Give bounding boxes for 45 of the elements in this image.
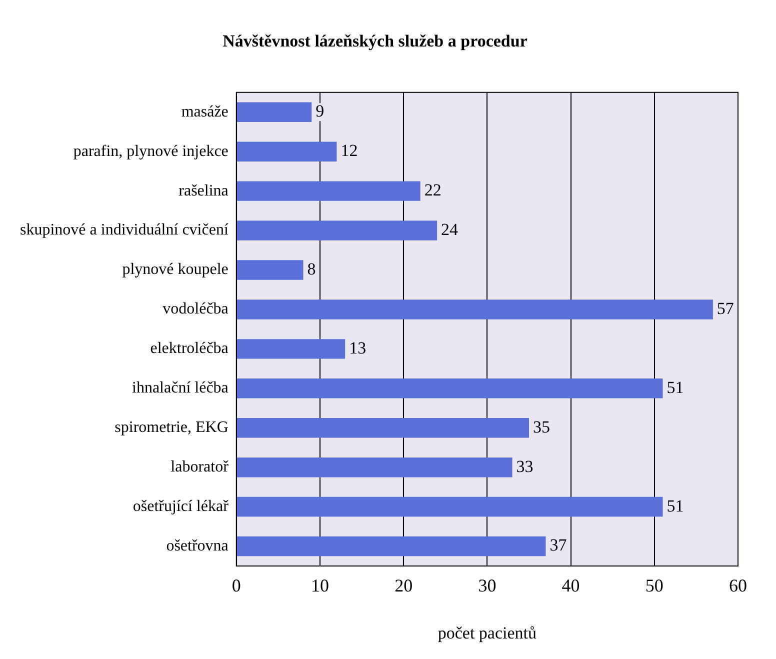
- bar: [236, 339, 346, 359]
- y-tick-label: masáže: [181, 103, 228, 120]
- data-label: 13: [349, 338, 366, 358]
- y-tick-label: ihnalační léčba: [132, 380, 228, 397]
- data-label: 51: [666, 378, 684, 397]
- x-tick-label: 0: [232, 576, 241, 596]
- bar: [236, 300, 713, 320]
- x-axis-title: počet pacientů: [438, 623, 538, 642]
- bar: [236, 378, 663, 398]
- x-tick-label: 40: [562, 576, 580, 596]
- y-tick-label: vodoléčba: [162, 300, 228, 318]
- y-tick-label: rašelina: [178, 182, 228, 200]
- chart-title: Návštěvnost lázeňských služeb a procedur: [222, 32, 528, 51]
- bar: [236, 142, 337, 162]
- bar: [236, 496, 663, 517]
- y-tick-label: ošetřovna: [166, 537, 228, 554]
- data-label: 51: [666, 496, 684, 516]
- data-label: 9: [316, 102, 324, 121]
- x-tick-label: 30: [478, 576, 496, 596]
- bar: [236, 181, 420, 201]
- x-tick-label: 20: [394, 576, 413, 596]
- data-label: 22: [424, 180, 442, 200]
- data-label: 33: [516, 456, 534, 476]
- bar: [236, 418, 529, 438]
- y-tick-label: ošetřující lékař: [132, 498, 230, 516]
- data-label: 12: [340, 141, 358, 160]
- data-label: 35: [533, 417, 550, 436]
- x-tick-label: 60: [729, 576, 747, 596]
- data-label: 8: [307, 259, 316, 278]
- y-tick-label: spirometrie, EKG: [114, 419, 229, 436]
- bar: [236, 457, 512, 478]
- y-tick-label: skupinové a individuální cvičení: [20, 222, 229, 239]
- bar: [236, 102, 312, 122]
- y-tick-label: elektroléčba: [150, 340, 228, 358]
- data-label: 57: [716, 298, 734, 318]
- y-tick-label: laboratoř: [170, 458, 230, 476]
- y-tick-label: plynové koupele: [122, 261, 228, 278]
- bar: [236, 260, 304, 280]
- data-label: 37: [550, 536, 568, 555]
- x-tick-label: 50: [645, 576, 664, 596]
- bar: [236, 536, 546, 556]
- x-tick-label: 10: [311, 576, 329, 596]
- bar: [236, 220, 438, 240]
- data-label: 24: [441, 220, 459, 239]
- y-tick-label: parafin, plynové injekce: [73, 142, 228, 160]
